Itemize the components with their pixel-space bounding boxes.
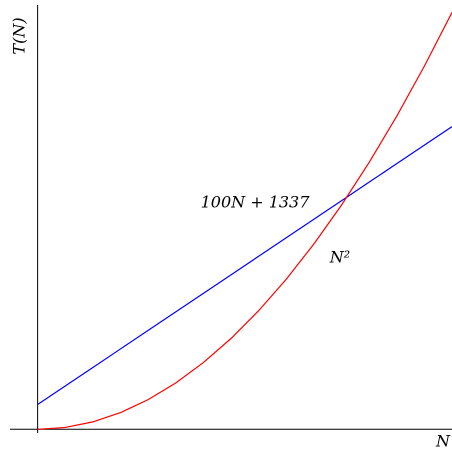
y-axis-label: T(N)	[10, 17, 29, 54]
series-label: 100N + 1337	[201, 193, 311, 212]
x-axis-label: N	[435, 432, 451, 451]
series-label: N²	[329, 248, 350, 267]
series-line	[37, 126, 452, 406]
series-line	[37, 12, 452, 430]
